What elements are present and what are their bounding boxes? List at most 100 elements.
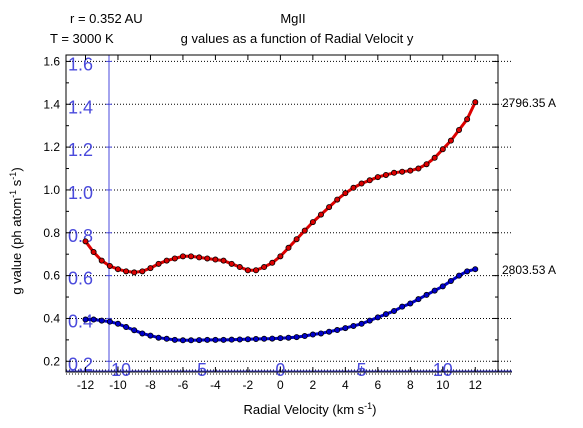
series-line-1 (84, 101, 477, 274)
data-point (212, 336, 219, 343)
overlay-y-tick-label: 1.0 (68, 183, 93, 203)
data-point (196, 254, 203, 261)
x-tick-label: -6 (178, 378, 189, 392)
data-point (179, 337, 186, 344)
y-tick-label: 1.2 (43, 140, 60, 154)
series-label-1: 2796.35 A (502, 96, 556, 110)
data-point (236, 264, 243, 271)
data-point (98, 317, 105, 324)
data-point (212, 256, 219, 263)
data-point (261, 264, 268, 271)
species-label: MgII (280, 11, 305, 26)
data-point (358, 180, 365, 187)
data-point (204, 255, 211, 262)
data-point (366, 317, 373, 324)
x-tick-label: 4 (342, 378, 349, 392)
data-point (374, 174, 381, 181)
data-point (139, 330, 146, 337)
data-point (228, 260, 235, 267)
data-point (350, 322, 357, 329)
overlay-y-tick-label: 1.2 (68, 140, 93, 160)
data-point (82, 316, 89, 323)
data-point (472, 266, 479, 273)
y-tick-label: 1.4 (43, 97, 60, 111)
data-point (139, 268, 146, 275)
gridlines (66, 60, 512, 375)
data-point (407, 300, 414, 307)
data-point (106, 262, 113, 269)
data-point (391, 307, 398, 314)
data-point (285, 244, 292, 251)
series-line-2 (85, 267, 476, 342)
data-point (366, 177, 373, 184)
data-point (277, 335, 284, 342)
y-tick-label: 1.6 (43, 54, 60, 68)
y-tick-label: 0.2 (43, 354, 60, 368)
overlay-y-tick-label: 1.4 (68, 97, 93, 117)
data-point (317, 211, 324, 218)
data-point (423, 291, 430, 298)
data-point (464, 116, 471, 123)
y-axis-title: g value (ph atom-1 s-1) (8, 167, 24, 294)
data-point (163, 335, 170, 342)
data-point (399, 303, 406, 310)
y-tick-label: 0.4 (43, 311, 60, 325)
data-point (326, 204, 333, 211)
data-point (131, 327, 138, 334)
data-point (106, 318, 113, 325)
x-tick-label: 0 (277, 378, 284, 392)
data-point (447, 137, 454, 144)
axes: 0.2 0.4 0.6 0.8 1.0 1.2 1.4 1.6 -12 -10 -8 -6 -4 -2 0 2… (43, 54, 512, 392)
data-point (358, 320, 365, 327)
data-point (196, 337, 203, 344)
data-point (431, 287, 438, 294)
data-point (179, 253, 186, 260)
data-point (309, 331, 316, 338)
data-point (334, 196, 341, 203)
data-point (188, 253, 195, 260)
data-point (220, 257, 227, 264)
data-point (415, 165, 422, 172)
overlay-y-tick-label: 0.6 (68, 269, 93, 289)
data-point (293, 236, 300, 243)
data-point (415, 296, 422, 303)
data-point (155, 260, 162, 267)
data-point (464, 268, 471, 275)
data-point (269, 259, 276, 266)
data-point (147, 332, 154, 339)
data-point (277, 253, 284, 260)
overlay-y-tick-label: 0.4 (68, 311, 93, 331)
data-point (123, 324, 130, 331)
data-point (204, 336, 211, 343)
x-axis-title: Radial Velocity (km s-1) (243, 401, 376, 417)
overlay-y-tick-label: 0.8 (68, 226, 93, 246)
data-point (431, 154, 438, 161)
data-point (472, 99, 479, 106)
plot-frame (65, 54, 499, 373)
series-label-2: 2803.53 A (502, 263, 556, 277)
data-point (253, 267, 260, 274)
data-point (342, 325, 349, 332)
data-point (447, 277, 454, 284)
data-point (407, 167, 414, 174)
data-point (90, 249, 97, 256)
data-point (317, 330, 324, 337)
data-point (114, 266, 121, 273)
data-point (114, 320, 121, 327)
x-tick-label: 8 (407, 378, 414, 392)
data-point (261, 335, 268, 342)
y-tick-label: 0.6 (43, 269, 60, 283)
data-point (399, 168, 406, 175)
data-point (188, 337, 195, 344)
data-point (293, 334, 300, 341)
data-point (301, 227, 308, 234)
x-tick-label: 6 (374, 378, 381, 392)
x-tick-label: 10 (436, 378, 450, 392)
x-tick-label: -8 (145, 378, 156, 392)
data-point (439, 283, 446, 290)
x-tick-label: -2 (243, 378, 254, 392)
data-point (391, 169, 398, 176)
x-tick-label: 2 (310, 378, 317, 392)
data-point (456, 272, 463, 279)
